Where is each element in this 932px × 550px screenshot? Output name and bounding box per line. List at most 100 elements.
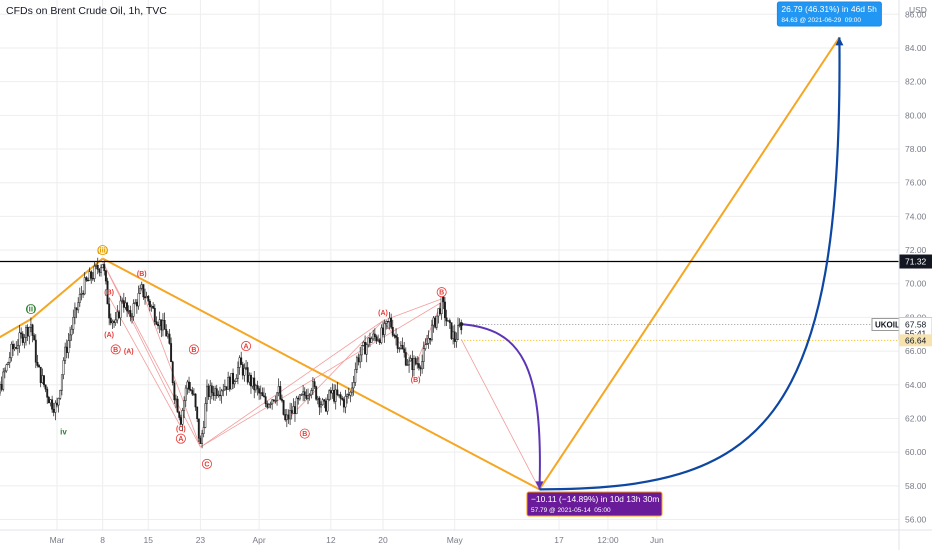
candle-body xyxy=(289,410,292,420)
candle-body xyxy=(266,403,269,408)
candle-body xyxy=(245,367,248,369)
candle-body xyxy=(267,404,270,408)
candle-body xyxy=(328,390,331,400)
wave-label-circle xyxy=(175,433,186,444)
candle-body xyxy=(338,394,340,396)
candle-body xyxy=(284,414,287,421)
candle-body xyxy=(85,277,88,281)
candle-body xyxy=(287,414,290,420)
candle-body xyxy=(90,271,93,279)
candle-body xyxy=(175,398,177,401)
candle-body xyxy=(437,308,440,317)
candle-body xyxy=(186,381,189,389)
projection-up-curve xyxy=(539,37,841,491)
candle-body xyxy=(140,284,143,289)
y-tick-label: 60.00 xyxy=(905,447,927,457)
candle-body xyxy=(373,333,376,338)
candle-body xyxy=(51,399,54,410)
candle-body xyxy=(178,411,181,418)
candle-body xyxy=(227,377,230,390)
candle-body xyxy=(82,293,85,295)
candle-body xyxy=(346,394,349,397)
candle-body xyxy=(414,358,417,364)
time-axis[interactable]: Mar 8 15 23 Apr 12 20 May 17 12:00 Jun xyxy=(0,529,932,545)
candle-body xyxy=(114,319,117,323)
candle-body xyxy=(411,358,414,371)
prev-close-text: 66.64 xyxy=(905,335,927,345)
candle-body xyxy=(342,399,345,408)
candle-body xyxy=(421,361,424,370)
candle-body xyxy=(380,327,383,343)
candle-body xyxy=(23,337,26,343)
candle-body xyxy=(5,364,8,372)
y-tick-label: 84.00 xyxy=(905,43,927,53)
candle-body xyxy=(36,361,39,366)
candle-body xyxy=(20,332,23,335)
candle-body xyxy=(147,296,150,302)
wave-label: A xyxy=(178,436,183,443)
chart-title: CFDs on Brent Crude Oil, 1h, TVC xyxy=(6,5,167,17)
measure-down-sub-label: 57.79 @ 2021-05-14 05:00 xyxy=(531,507,611,514)
candle-body xyxy=(215,388,218,396)
wave-label-circle xyxy=(436,287,447,298)
fib-line xyxy=(382,298,442,322)
candle-body xyxy=(176,398,179,413)
measure-boxes-layer: 26.79 (46.31%) in 46d 5h 84.63 @ 2021-06-… xyxy=(526,1,882,517)
trend-line xyxy=(538,36,841,490)
candle-body xyxy=(78,294,81,303)
candle-body xyxy=(285,414,288,421)
candle-body xyxy=(189,389,192,391)
candle-body xyxy=(26,327,29,337)
candle-body xyxy=(8,357,11,363)
candle-body xyxy=(429,337,432,341)
candle-body xyxy=(122,300,125,308)
candle-body xyxy=(91,278,94,280)
candle-body xyxy=(56,402,58,406)
candle-body xyxy=(158,319,161,327)
candle-body xyxy=(427,337,430,344)
candle-body xyxy=(344,396,347,408)
candle-body xyxy=(235,378,238,382)
candle-body xyxy=(199,437,202,444)
price-axis[interactable]: 56.0058.0060.0062.0064.0066.0068.0070.00… xyxy=(871,0,932,550)
last-price-text: 67.58 xyxy=(905,319,927,329)
measure-down-label: −10.11 (−14.89%) in 10d 13h 30m xyxy=(531,494,659,504)
candle-body xyxy=(434,317,437,328)
candle-body xyxy=(259,392,262,394)
candle-body xyxy=(103,264,106,272)
candle-body xyxy=(263,395,265,397)
candle-body xyxy=(435,315,438,328)
candle-body xyxy=(124,302,127,308)
projection-start-dot xyxy=(459,322,464,327)
candle-body xyxy=(62,360,65,375)
candle-body xyxy=(334,389,337,402)
symbol-badge-text: UKOIL xyxy=(875,320,900,329)
candle-body xyxy=(111,321,114,324)
candle-body xyxy=(127,310,130,312)
candle-body xyxy=(181,410,184,425)
candle-body xyxy=(355,357,358,370)
candle-body xyxy=(246,367,249,383)
candle-body xyxy=(21,333,24,343)
candle-body xyxy=(54,402,57,413)
candle-body xyxy=(409,358,412,362)
fib-line xyxy=(460,339,540,490)
candle-body xyxy=(329,390,332,394)
candle-body xyxy=(362,341,365,346)
candle-body xyxy=(108,303,111,319)
candle-body xyxy=(10,343,13,359)
candle-body xyxy=(447,320,450,322)
candle-body xyxy=(34,339,37,363)
candle-body xyxy=(396,337,399,349)
candle-body xyxy=(204,403,207,428)
candle-body xyxy=(183,400,186,411)
x-tick-label: 12:00 xyxy=(597,535,619,545)
candle-body xyxy=(282,400,285,415)
projection-up-arrowhead xyxy=(835,37,844,46)
candle-body xyxy=(455,338,458,342)
candle-body xyxy=(230,372,233,390)
candle-body xyxy=(349,391,352,396)
candle-body xyxy=(419,367,422,370)
candle-body xyxy=(271,399,274,405)
